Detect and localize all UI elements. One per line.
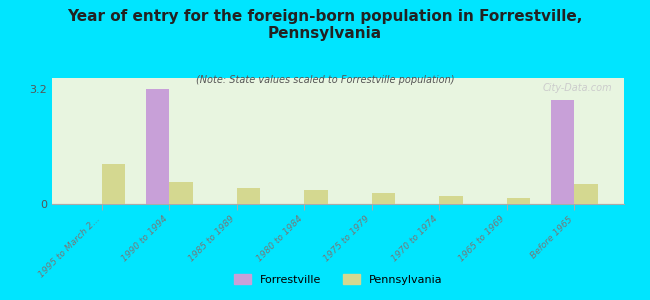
Bar [304, 190, 328, 204]
Legend: Forrestville, Pennsylvania: Forrestville, Pennsylvania [229, 269, 447, 289]
Text: Year of entry for the foreign-born population in Forrestville,
Pennsylvania: Year of entry for the foreign-born popul… [68, 9, 582, 41]
Bar [551, 100, 575, 204]
Bar [372, 193, 395, 204]
Bar [575, 184, 598, 204]
Bar [237, 188, 261, 204]
Bar [169, 182, 193, 204]
Bar [507, 197, 530, 204]
Bar [146, 89, 169, 204]
Text: (Note: State values scaled to Forrestville population): (Note: State values scaled to Forrestvil… [196, 75, 454, 85]
Bar [101, 164, 125, 204]
Text: City-Data.com: City-Data.com [543, 83, 612, 93]
Bar [439, 196, 463, 204]
